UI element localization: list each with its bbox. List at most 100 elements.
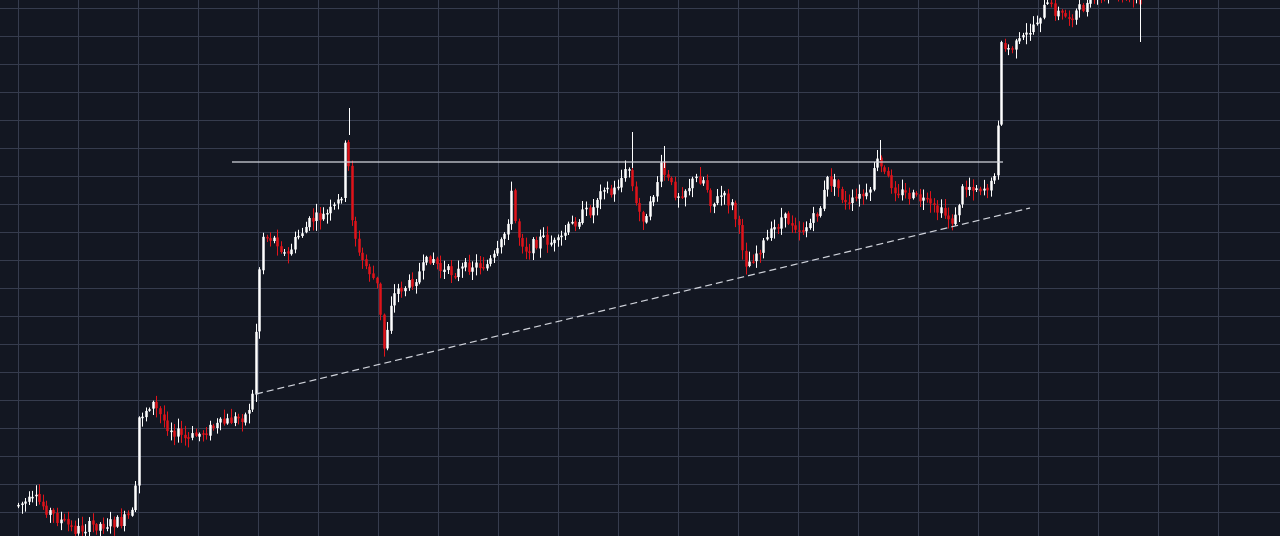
candle-body-bullish xyxy=(471,267,474,272)
candle-body-bearish xyxy=(848,202,851,204)
candle-body-bearish xyxy=(365,259,368,267)
candle-body-bullish xyxy=(571,221,574,224)
candle-body-bullish xyxy=(677,196,680,198)
candle-body-bullish xyxy=(493,253,496,258)
candle-body-bearish xyxy=(52,509,55,514)
candle-body-bearish xyxy=(81,525,84,532)
candle-body-bullish xyxy=(968,186,971,190)
candle-body-bullish xyxy=(1036,22,1039,25)
candle-body-bullish xyxy=(418,271,421,283)
candle-body-bullish xyxy=(443,269,446,272)
candle-body-bullish xyxy=(106,527,109,529)
candle-body-bullish xyxy=(1018,38,1021,42)
candle-body-bullish xyxy=(958,205,961,216)
candle-body-bearish xyxy=(933,203,936,205)
candle-body-bearish xyxy=(546,234,549,245)
candle-body-bullish xyxy=(464,261,467,268)
candle-body-bullish xyxy=(649,201,652,217)
candle-body-bullish xyxy=(628,169,631,171)
candle-body-bearish xyxy=(269,238,272,241)
candle-body-bullish xyxy=(415,282,418,287)
candle-body-bullish xyxy=(177,428,180,437)
candle-body-bullish xyxy=(805,227,808,232)
candle-body-bullish xyxy=(344,142,347,198)
candle-body-bearish xyxy=(479,263,482,268)
candle-body-bullish xyxy=(131,509,134,516)
candle-body-bullish xyxy=(596,199,599,208)
candle-body-bullish xyxy=(301,233,304,237)
candle-body-bullish xyxy=(191,433,194,438)
candle-body-bearish xyxy=(113,519,116,528)
candle-body-bullish xyxy=(954,214,957,225)
candle-body-bullish xyxy=(716,196,719,204)
candle-body-bearish xyxy=(787,213,790,224)
candle-body-bullish xyxy=(340,198,343,201)
candle-body-bullish xyxy=(1089,0,1092,4)
candle-body-bearish xyxy=(674,181,677,198)
candle-body-bullish xyxy=(397,288,400,294)
candle-body-bearish xyxy=(439,263,442,272)
candle-body-bullish xyxy=(606,187,609,190)
candle-body-bullish xyxy=(1086,2,1089,13)
candle-body-bearish xyxy=(166,420,169,432)
candle-body-bearish xyxy=(400,287,403,292)
candle-body-bearish xyxy=(862,193,865,197)
candle-body-bullish xyxy=(148,409,151,411)
candle-body-bearish xyxy=(986,187,989,191)
candle-body-bullish xyxy=(503,233,506,239)
candle-body-bearish xyxy=(759,252,762,255)
candle-body-bullish xyxy=(461,266,464,269)
candle-body-bullish xyxy=(116,516,119,527)
candle-body-bullish xyxy=(731,202,734,206)
candle-body-bullish xyxy=(645,216,648,223)
candle-body-bullish xyxy=(592,207,595,216)
candle-body-bearish xyxy=(816,213,819,217)
candle-body-bullish xyxy=(1032,24,1035,33)
candle-body-bearish xyxy=(95,524,98,531)
candle-body-bearish xyxy=(638,203,641,212)
candle-body-bearish xyxy=(180,428,183,435)
candle-body-bullish xyxy=(507,223,510,235)
candle-body-bullish xyxy=(826,176,829,190)
candle-body-bearish xyxy=(312,217,315,222)
candle-body-bullish xyxy=(170,430,173,433)
candle-body-bearish xyxy=(120,517,123,527)
candle-body-bullish xyxy=(624,169,627,179)
candle-body-bullish xyxy=(652,196,655,203)
candle-body-bullish xyxy=(77,525,80,534)
candle-body-bullish xyxy=(219,418,222,423)
candle-body-bullish xyxy=(28,496,31,502)
candle-body-bullish xyxy=(997,125,1000,176)
candle-body-bullish xyxy=(84,531,87,534)
candle-body-bullish xyxy=(1000,42,1003,125)
candle-body-bearish xyxy=(42,501,45,507)
candle-body-bearish xyxy=(890,175,893,189)
candle-body-bullish xyxy=(1046,2,1049,4)
candle-body-bullish xyxy=(234,416,237,423)
candle-body-bearish xyxy=(372,273,375,278)
candle-body-bearish xyxy=(844,199,847,203)
candle-body-bearish xyxy=(1071,18,1074,21)
candle-body-bearish xyxy=(280,246,283,253)
candle-body-bullish xyxy=(226,418,229,424)
candle-body-bullish xyxy=(983,188,986,191)
candle-body-bullish xyxy=(993,175,996,181)
candle-body-bullish xyxy=(297,235,300,238)
candle-body-bullish xyxy=(873,168,876,190)
candle-body-bearish xyxy=(155,401,158,409)
candle-body-bullish xyxy=(152,401,155,409)
candle-body-bearish xyxy=(429,256,432,264)
candle-body-bearish xyxy=(45,505,48,515)
candle-body-bearish xyxy=(915,193,918,195)
candle-body-bullish xyxy=(560,235,563,238)
candle-body-bullish xyxy=(457,268,460,278)
candle-body-bearish xyxy=(794,225,797,230)
candle-body-bullish xyxy=(141,416,144,419)
candle-body-bearish xyxy=(223,418,226,424)
candle-body-bearish xyxy=(926,197,929,200)
candle-body-bearish xyxy=(436,258,439,264)
candle-body-bearish xyxy=(266,236,269,239)
candle-body-bearish xyxy=(908,192,911,200)
